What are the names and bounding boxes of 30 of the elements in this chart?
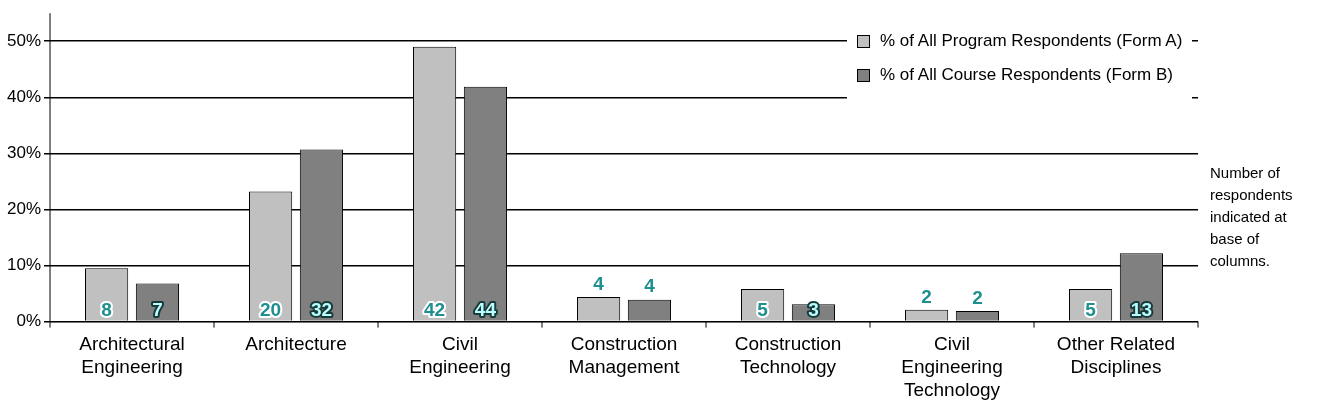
x-tick-label: Other Related Disciplines xyxy=(1056,333,1176,378)
x-tick-label: Civil Engineering xyxy=(409,333,511,378)
annotation: 2 xyxy=(921,285,932,307)
x-tick-label: Construction Technology xyxy=(734,333,842,378)
x-tick-label: Architecture xyxy=(245,333,347,355)
annotation: 42 xyxy=(424,299,446,321)
y-tick-label: 10% xyxy=(6,255,42,275)
annotation: 8 xyxy=(101,299,112,321)
annotation: 2 xyxy=(972,286,983,308)
annotation: 4 xyxy=(593,272,605,294)
annotation: 3 xyxy=(808,299,819,321)
annotation: 20 xyxy=(260,299,282,321)
y-tick-label: 50% xyxy=(6,30,42,50)
legend-label: % of All Program Respondents (Form A) xyxy=(880,31,1183,52)
legend-label: % of All Course Respondents (Form B) xyxy=(880,65,1173,86)
annotation: 5 xyxy=(1085,299,1097,321)
annotation: 5 xyxy=(757,299,769,321)
y-tick-label: 0% xyxy=(16,311,42,331)
y-tick-label: 30% xyxy=(6,143,42,163)
annotation: 7 xyxy=(152,299,163,321)
annotation: 4 xyxy=(644,275,656,297)
text: Number of respondents indicated at base of columns. xyxy=(1210,163,1294,271)
y-tick-label: 20% xyxy=(6,199,42,219)
x-tick-label: Construction Management xyxy=(568,333,681,378)
annotation: 44 xyxy=(474,299,497,321)
x-tick-label: Architectural Engineering xyxy=(79,333,185,378)
annotation: 13 xyxy=(1130,299,1152,321)
x-tick-label: Civil Engineering Technology xyxy=(901,333,1003,400)
y-tick-label: 40% xyxy=(6,87,42,106)
annotation: 32 xyxy=(310,299,333,321)
